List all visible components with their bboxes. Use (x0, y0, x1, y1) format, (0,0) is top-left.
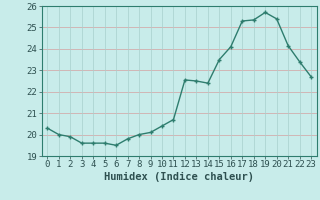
X-axis label: Humidex (Indice chaleur): Humidex (Indice chaleur) (104, 172, 254, 182)
